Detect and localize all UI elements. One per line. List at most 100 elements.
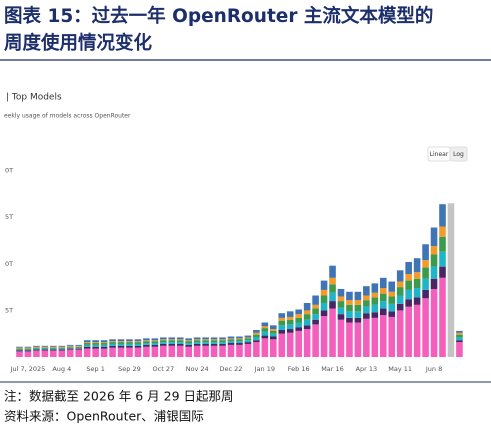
bar-segment	[58, 347, 66, 349]
bar-segment	[109, 341, 116, 343]
bar-segment	[16, 347, 23, 349]
bar-segment	[143, 343, 150, 345]
bar-segment	[83, 340, 91, 343]
bar-segment	[24, 348, 32, 350]
bar-segment	[33, 348, 40, 350]
bar-segment	[109, 343, 116, 346]
bar-segment	[151, 346, 159, 357]
bar-segment	[295, 309, 302, 315]
bar-segment	[244, 340, 252, 343]
bar-segment	[50, 346, 57, 348]
bar-segment	[202, 339, 209, 341]
bar-segment	[16, 351, 23, 357]
bar-segment	[134, 343, 142, 346]
bar-segment	[50, 350, 57, 357]
bar-segment	[244, 337, 252, 339]
bar-segment	[236, 336, 243, 339]
bar-segment	[176, 343, 184, 346]
bar-segment	[405, 306, 412, 357]
bar-segment	[16, 348, 23, 350]
bar-segment	[58, 350, 66, 357]
bar-segment	[24, 350, 32, 352]
bar-segment	[312, 295, 319, 305]
bar-segment	[58, 349, 66, 351]
bar-segment	[66, 348, 74, 350]
bar-segment	[388, 281, 396, 292]
bar-segment	[185, 344, 192, 347]
bar-segment	[430, 288, 438, 357]
bar-segment	[75, 348, 83, 350]
bar-segment	[202, 337, 209, 340]
bar-segment	[41, 348, 49, 350]
x-tick-label: Sep 29	[118, 365, 141, 373]
bar-segment	[363, 295, 370, 301]
bar-segment	[176, 342, 184, 344]
bar-segment	[151, 340, 159, 342]
bar-segment	[456, 340, 463, 343]
bar-segment	[160, 345, 167, 357]
bar-segment	[439, 204, 446, 227]
bar-segment	[422, 289, 429, 299]
bar-segment	[253, 334, 260, 338]
bar-segment	[379, 277, 387, 289]
bar-segment	[261, 322, 269, 327]
bar-segment	[193, 345, 201, 357]
bar-segment	[439, 266, 446, 278]
bar-segment	[227, 339, 235, 342]
bar-segment	[413, 258, 421, 273]
bar-segment	[253, 342, 260, 357]
bar-segment	[278, 333, 286, 357]
bar-segment	[83, 346, 91, 349]
bar-segment	[33, 350, 40, 357]
bar-segment	[236, 343, 243, 345]
bar-segment	[134, 339, 142, 342]
toggle-label[interactable]: Linear	[430, 151, 449, 158]
bar-segment	[253, 340, 260, 343]
bar-segment	[109, 345, 116, 348]
bar-segment	[92, 340, 99, 343]
bar-segment	[320, 289, 328, 296]
bar-segment	[413, 278, 421, 289]
bar-segment	[320, 310, 328, 317]
bar-segment	[278, 329, 286, 334]
bar-segment	[244, 343, 252, 357]
bar-segment	[117, 342, 125, 344]
bar-segment	[193, 342, 201, 344]
bar-segment	[329, 308, 336, 357]
bar-segment	[109, 339, 116, 342]
bar-segment	[227, 341, 235, 344]
bar-segment	[244, 338, 252, 341]
bar-segment	[337, 296, 345, 302]
bar-segment	[33, 347, 40, 349]
toggle-button[interactable]	[449, 146, 468, 162]
bar-segment	[126, 341, 133, 343]
bar-segment	[151, 344, 159, 347]
bar-segment	[329, 277, 336, 285]
bar-segment	[83, 342, 91, 344]
bar-segment	[134, 342, 142, 344]
bar-segment	[320, 295, 328, 303]
bar-segment	[83, 348, 91, 357]
bar-segment	[320, 302, 328, 311]
bar-segment	[24, 347, 32, 349]
bar-segment	[253, 329, 260, 333]
toggle-label[interactable]: Log	[453, 151, 464, 158]
bar-segment	[379, 288, 387, 294]
bar-segment	[219, 337, 226, 340]
bar-segment	[312, 314, 319, 320]
bar-segment	[278, 320, 286, 326]
bar-segment	[295, 330, 302, 357]
bar-segment	[92, 342, 99, 344]
bar-segment	[126, 345, 133, 348]
bar-segment	[117, 343, 125, 346]
bar-segment	[92, 348, 99, 357]
bar-segment	[286, 311, 294, 317]
bar-segment	[41, 350, 49, 357]
bar-segment	[58, 348, 66, 350]
bar-segment	[100, 340, 108, 343]
bar-segment	[160, 337, 167, 340]
bar-segment	[151, 338, 159, 341]
bar-segment	[379, 315, 387, 357]
bar-segment	[430, 278, 438, 289]
